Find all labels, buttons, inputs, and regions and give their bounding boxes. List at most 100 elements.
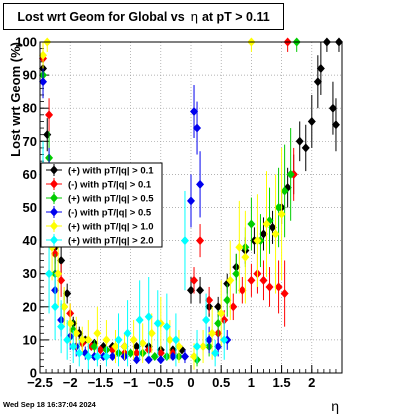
data-point xyxy=(57,275,66,285)
y-tick-label: 20 xyxy=(23,299,37,314)
data-point xyxy=(132,348,141,358)
chart-title: Lost wrt Geom for Global vs η at pT > 0.… xyxy=(3,3,284,30)
legend-marker xyxy=(50,207,58,217)
x-tick-label: 0.5 xyxy=(212,375,230,390)
data-point xyxy=(208,328,217,338)
data-point xyxy=(39,77,48,87)
data-point xyxy=(229,302,238,312)
data-point xyxy=(63,289,72,299)
data-point xyxy=(168,351,177,361)
data-point xyxy=(265,282,274,292)
legend-label: (+) with pT/|q| > 0.5 xyxy=(68,194,154,205)
data-point xyxy=(102,351,111,361)
data-point xyxy=(123,328,132,338)
data-point xyxy=(190,351,199,361)
data-point xyxy=(39,50,48,60)
x-tick-label: −1.5 xyxy=(88,375,114,390)
data-point xyxy=(93,328,102,338)
legend-label: (+) with pT/|q| > 2.0 xyxy=(68,236,154,247)
data-point xyxy=(75,348,84,358)
data-point xyxy=(286,169,295,179)
chart-title-suffix: at pT > 0.11 xyxy=(201,9,270,24)
data-point xyxy=(316,63,325,73)
data-point xyxy=(226,275,235,285)
legend-marker xyxy=(50,221,58,231)
data-point xyxy=(259,229,268,239)
timestamp: Wed Sep 18 16:37:04 2024 xyxy=(3,400,96,409)
legend-label: (+) with pT/|q| > 1.0 xyxy=(68,222,154,233)
data-point xyxy=(165,335,174,345)
data-point xyxy=(187,285,195,295)
data-point xyxy=(78,335,87,345)
data-point xyxy=(247,219,256,229)
data-point xyxy=(214,342,223,352)
data-point xyxy=(196,179,205,189)
data-point xyxy=(132,355,141,365)
y-tick-label: 30 xyxy=(23,266,37,281)
data-point xyxy=(93,351,102,361)
data-point xyxy=(138,338,147,348)
y-tick-label: 100 xyxy=(15,35,37,50)
data-point xyxy=(280,186,289,196)
data-point xyxy=(331,120,340,130)
data-point xyxy=(190,107,199,117)
data-point xyxy=(217,308,226,318)
data-point xyxy=(262,219,271,229)
data-point xyxy=(241,252,250,262)
data-point xyxy=(223,295,232,305)
data-point xyxy=(129,335,138,345)
y-tick-label: 70 xyxy=(23,134,37,149)
x-tick-label: 0 xyxy=(187,375,194,390)
data-point xyxy=(144,312,153,322)
data-point xyxy=(90,342,99,352)
data-point xyxy=(313,77,322,87)
data-point xyxy=(171,335,180,345)
x-axis: −2.5 −2 −1.5 −1 −0.5 0 0.5 1 1.5 2 xyxy=(27,365,343,390)
data-point xyxy=(180,236,189,246)
data-point xyxy=(51,302,60,312)
data-point xyxy=(162,322,171,332)
data-point xyxy=(57,322,66,332)
data-point xyxy=(153,318,162,328)
legend-label: (-) with pT/|q| > 0.5 xyxy=(68,208,152,219)
data-point xyxy=(132,342,141,352)
data-point xyxy=(238,285,247,295)
data-point xyxy=(69,342,78,352)
data-point xyxy=(220,335,229,345)
data-point xyxy=(126,348,135,358)
y-tick-label: 40 xyxy=(23,233,37,248)
x-tick-label: 1 xyxy=(248,375,255,390)
data-point xyxy=(193,123,202,133)
x-tick-label: −1 xyxy=(123,375,138,390)
data-point xyxy=(214,318,223,328)
data-point xyxy=(193,342,202,352)
data-point xyxy=(274,282,283,292)
data-point xyxy=(45,269,54,279)
data-point xyxy=(274,203,283,212)
legend-label: (-) with pT/|q| > 0.1 xyxy=(68,180,152,191)
data-point xyxy=(66,318,75,328)
data-point xyxy=(72,328,81,338)
data-point xyxy=(111,342,120,352)
data-point xyxy=(114,335,123,345)
data-point xyxy=(271,229,280,239)
data-point xyxy=(190,275,199,285)
data-point xyxy=(199,342,208,352)
data-point xyxy=(63,335,72,345)
data-point xyxy=(268,222,277,232)
data-point xyxy=(187,196,195,206)
chart-title-prefix: Lost wrt Geom for Global vs xyxy=(17,9,185,24)
series-2 xyxy=(39,37,298,358)
x-tick-label: −2.5 xyxy=(27,375,53,390)
data-point xyxy=(301,143,310,153)
data-point xyxy=(60,302,69,312)
data-point xyxy=(147,328,156,338)
x-tick-label: 2 xyxy=(308,375,315,390)
legend-marker xyxy=(50,165,58,175)
data-point xyxy=(102,335,111,345)
data-point xyxy=(108,351,117,361)
data-point xyxy=(259,275,268,285)
data-point xyxy=(196,285,205,295)
data-point xyxy=(214,302,223,312)
